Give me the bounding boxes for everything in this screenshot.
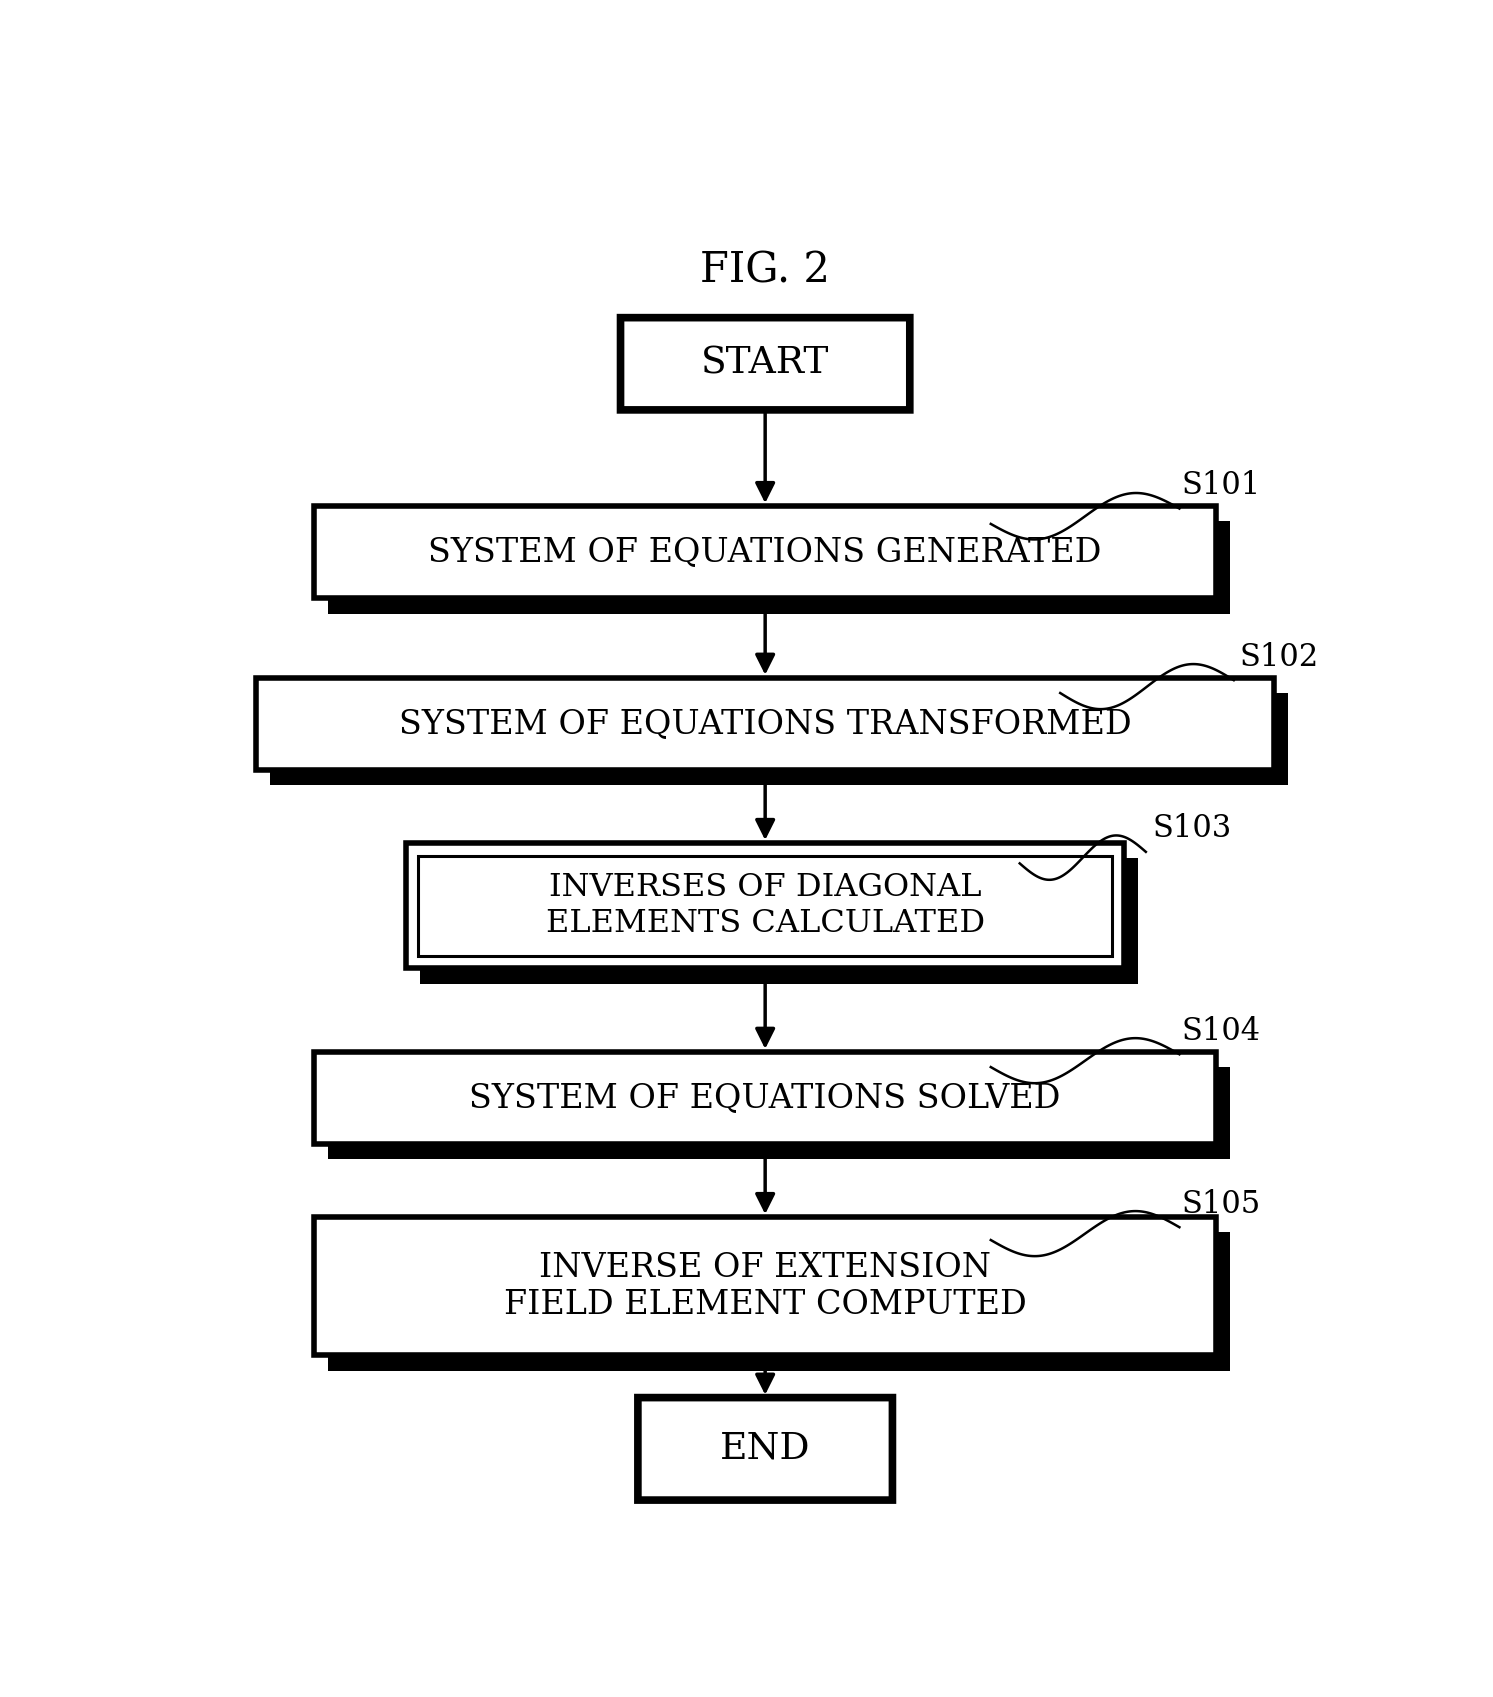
Text: INVERSE OF EXTENSION
FIELD ELEMENT COMPUTED: INVERSE OF EXTENSION FIELD ELEMENT COMPU… bbox=[503, 1252, 1027, 1320]
Bar bbox=[314, 1217, 1217, 1356]
Text: INVERSES OF DIAGONAL
ELEMENTS CALCULATED: INVERSES OF DIAGONAL ELEMENTS CALCULATED bbox=[545, 872, 985, 938]
Bar bbox=[328, 1232, 1230, 1371]
Text: S101: S101 bbox=[1182, 470, 1262, 501]
Bar bbox=[406, 843, 1124, 969]
Bar bbox=[314, 506, 1217, 599]
Text: SYSTEM OF EQUATIONS TRANSFORMED: SYSTEM OF EQUATIONS TRANSFORMED bbox=[399, 708, 1132, 740]
Bar bbox=[314, 1052, 1217, 1144]
Text: SYSTEM OF EQUATIONS GENERATED: SYSTEM OF EQUATIONS GENERATED bbox=[428, 536, 1102, 568]
Bar bbox=[255, 677, 1274, 770]
Bar bbox=[270, 692, 1288, 786]
Text: S105: S105 bbox=[1182, 1188, 1262, 1220]
Text: S104: S104 bbox=[1182, 1015, 1260, 1047]
Text: END: END bbox=[720, 1431, 811, 1466]
Text: S102: S102 bbox=[1239, 641, 1318, 672]
FancyBboxPatch shape bbox=[621, 317, 909, 411]
Bar bbox=[418, 855, 1112, 955]
Bar bbox=[328, 1067, 1230, 1159]
Text: START: START bbox=[702, 346, 829, 382]
Text: SYSTEM OF EQUATIONS SOLVED: SYSTEM OF EQUATIONS SOLVED bbox=[469, 1081, 1062, 1113]
FancyBboxPatch shape bbox=[638, 1398, 893, 1500]
Text: FIG. 2: FIG. 2 bbox=[700, 249, 830, 292]
Bar bbox=[421, 859, 1138, 984]
Bar bbox=[328, 521, 1230, 614]
Text: S103: S103 bbox=[1153, 813, 1232, 843]
